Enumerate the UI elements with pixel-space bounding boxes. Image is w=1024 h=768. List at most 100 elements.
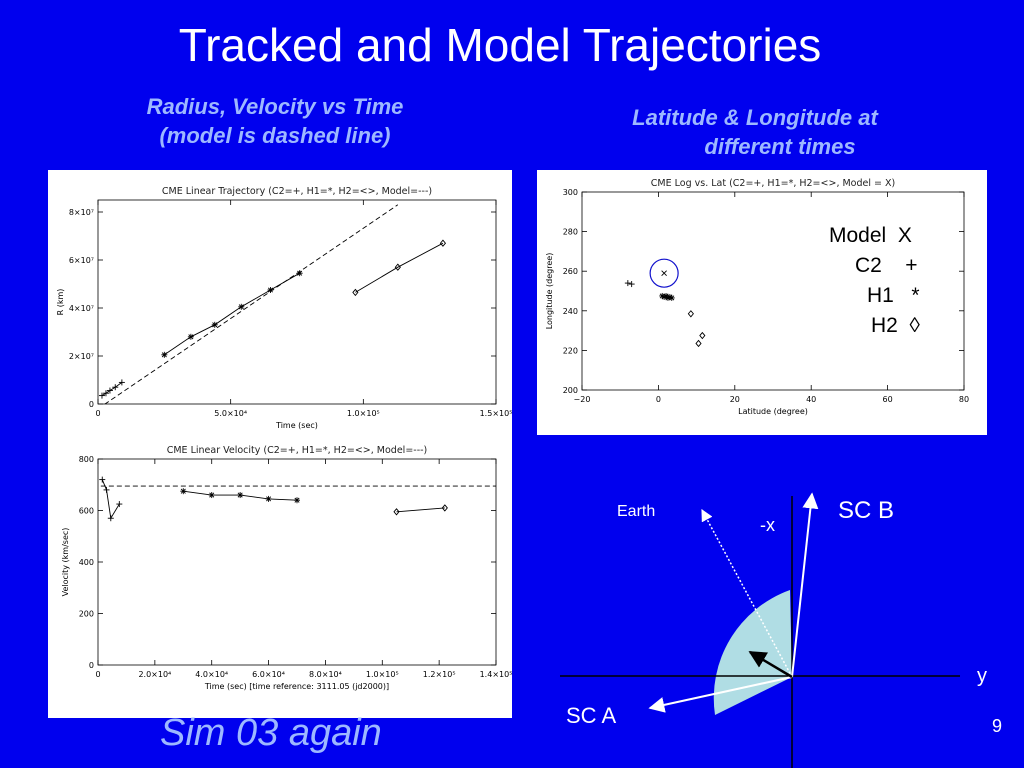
c2-point (102, 390, 109, 397)
x-tick-label: 6.0×10⁴ (252, 670, 285, 679)
velocity-chart: CME Linear Velocity (C2=+, H1=*, H2=<>, … (61, 445, 512, 691)
right-chart-panel: CME Log vs. Lat (C2=+, H1=*, H2=<>, Mode… (537, 170, 987, 435)
series-c2 (99, 476, 123, 522)
x-tick-label: 80 (959, 395, 969, 404)
x-tick-label: 1.2×10⁵ (423, 670, 456, 679)
c2-point (116, 501, 123, 508)
trajectory-chart: CME Linear Trajectory (C2=+, H1=*, H2=<>… (56, 186, 512, 430)
model-point (661, 270, 667, 276)
y-tick-label: 200 (563, 386, 578, 395)
neg-x-label: -x (760, 515, 775, 535)
series-h2 (352, 239, 447, 297)
model-highlight-circle (649, 258, 679, 288)
y-tick-label: 240 (563, 307, 578, 316)
chart-title: CME Linear Trajectory (C2=+, H1=*, H2=<>… (162, 186, 432, 197)
h2-point (394, 263, 401, 271)
c2-point (107, 515, 114, 522)
y-tick-label: 260 (563, 267, 578, 276)
h1-point (294, 497, 300, 504)
x-tick-label: 0 (95, 670, 100, 679)
footer-text: Sim 03 again (160, 712, 382, 754)
x-tick-label: 0 (656, 395, 661, 404)
x-tick-label: 1.5×10⁵ (480, 409, 512, 418)
x-tick-label: −20 (574, 395, 591, 404)
y-tick-label: 600 (79, 507, 94, 516)
spacecraft-geometry-diagram (560, 492, 960, 768)
cme-direction-arrow (748, 650, 793, 679)
sc-b-arrow (791, 492, 819, 678)
plot-frame (97, 458, 497, 666)
legend-row-c2: C2 + (855, 254, 918, 277)
h2-point (393, 508, 400, 516)
c2-point (624, 280, 631, 287)
h1-point (265, 495, 272, 502)
plot-frame (97, 199, 497, 405)
x-tick-label: 5.0×10⁴ (214, 409, 247, 418)
series-model (649, 258, 679, 288)
series-model (104, 204, 399, 404)
h1-point (668, 294, 675, 301)
lat-long-chart: CME Log vs. Lat (C2=+, H1=*, H2=<>, Mode… (545, 178, 969, 416)
series-h1 (180, 488, 300, 504)
h1-point (161, 351, 168, 358)
series-h2 (687, 310, 706, 348)
subtitle-right: Latitude & Longitude at different times (580, 103, 930, 161)
h1-point (187, 333, 194, 340)
h2-line (396, 507, 445, 513)
x-axis-label: Latitude (degree) (738, 407, 808, 416)
subtitle-left-line-2: (model is dashed line) (159, 123, 391, 148)
series-h1 (161, 270, 303, 358)
y-axis-label: R (km) (56, 289, 65, 316)
subtitle-right-line-1: Latitude & Longitude at (632, 105, 878, 130)
c2-line (101, 479, 120, 520)
h2-point (439, 239, 447, 247)
y-tick-label: 6×10⁷ (69, 256, 94, 265)
c2-point (112, 384, 119, 391)
chart-title: CME Log vs. Lat (C2=+, H1=*, H2=<>, Mode… (651, 178, 895, 189)
y-tick-label: 8×10⁷ (69, 208, 94, 217)
x-axis-label: Time (sec) [time reference: 3111.05 (jd2… (204, 682, 389, 691)
x-tick-label: 2.0×10⁴ (138, 670, 171, 679)
x-tick-label: 60 (883, 395, 893, 404)
sc-a-label: SC A (566, 703, 617, 728)
x-axis-label: Time (sec) (275, 421, 318, 430)
plot-frame (581, 191, 965, 391)
y-tick-label: 2×10⁷ (69, 352, 94, 361)
h1-point (208, 492, 215, 499)
x-tick-label: 0 (95, 409, 100, 418)
h2-point (441, 504, 448, 512)
sc-a-arrow (648, 676, 793, 713)
legend-row-model: Model X (829, 224, 912, 247)
left-chart-panel: CME Linear Trajectory (C2=+, H1=*, H2=<>… (48, 170, 512, 718)
y-tick-label: 800 (79, 455, 94, 464)
x-tick-label: 40 (806, 395, 816, 404)
h1-point (237, 492, 244, 499)
y-tick-label: 200 (79, 610, 94, 619)
series-c2 (624, 280, 635, 288)
c2-point (103, 486, 110, 493)
legend-row-h1: H1 * (867, 284, 920, 307)
series-h1 (659, 292, 675, 301)
x-tick-label: 1.0×10⁵ (366, 670, 399, 679)
c2-point (118, 379, 125, 386)
y-tick-label: 0 (89, 400, 94, 409)
subtitle-right-line-2: different times (704, 134, 856, 159)
y-tick-label: 400 (79, 558, 94, 567)
earth-label: Earth (617, 503, 656, 520)
x-tick-label: 4.0×10⁴ (195, 670, 228, 679)
c2-point (106, 387, 113, 394)
y-tick-label: 300 (563, 188, 578, 197)
series-h2 (393, 504, 448, 516)
c2-point (99, 476, 106, 483)
y-axis-label: Longitude (degree) (545, 253, 554, 330)
y-axis-label: Velocity (km/sec) (61, 528, 70, 597)
legend-row-h2: H2 ◊ (871, 314, 920, 337)
h2-point (695, 339, 702, 348)
y-tick-label: 280 (563, 228, 578, 237)
y-tick-label: 220 (563, 346, 578, 355)
h2-point (687, 310, 694, 318)
page-number: 9 (992, 716, 1003, 736)
h2-point (699, 331, 706, 340)
y-tick-label: 4×10⁷ (69, 304, 94, 313)
h1-point (211, 321, 218, 328)
